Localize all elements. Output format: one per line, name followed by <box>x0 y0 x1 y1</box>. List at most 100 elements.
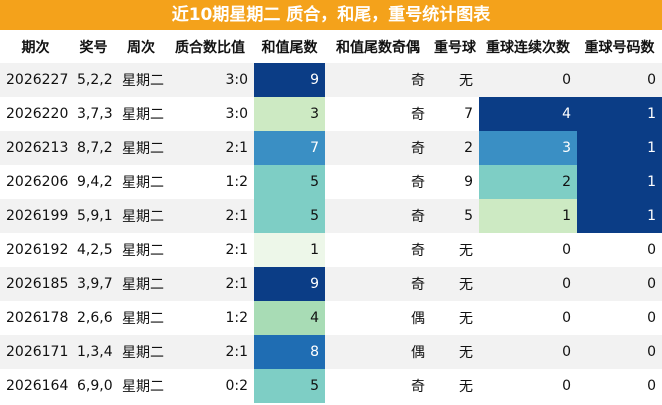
cell-tail: 1 <box>254 233 325 267</box>
cell-repeat: 无 <box>431 301 479 335</box>
cell-count: 1 <box>577 199 662 233</box>
cell-tail: 5 <box>254 199 325 233</box>
cell-consec: 0 <box>479 335 577 369</box>
cell-count: 0 <box>577 233 662 267</box>
cell-count: 1 <box>577 131 662 165</box>
cell-tail: 9 <box>254 267 325 301</box>
cell-parity: 奇 <box>325 165 431 199</box>
cell-weekday: 星期二 <box>116 199 166 233</box>
cell-parity: 奇 <box>325 97 431 131</box>
cell-period: 2026178 <box>0 301 71 335</box>
cell-consec: 0 <box>479 267 577 301</box>
table-row: 2026206 9,4,2 星期二 1:2 5 奇 9 2 1 <box>0 165 662 199</box>
cell-weekday: 星期二 <box>116 131 166 165</box>
cell-numbers: 1,3,4 <box>71 335 116 369</box>
cell-count: 0 <box>577 301 662 335</box>
cell-ratio: 2:1 <box>166 267 254 301</box>
cell-period: 2026192 <box>0 233 71 267</box>
cell-period: 2026213 <box>0 131 71 165</box>
cell-parity: 奇 <box>325 199 431 233</box>
table-row: 2026227 5,2,2 星期二 3:0 9 奇无 0 0 <box>0 63 662 97</box>
cell-ratio: 2:1 <box>166 233 254 267</box>
cell-numbers: 4,2,5 <box>71 233 116 267</box>
cell-consec: 3 <box>479 131 577 165</box>
header-row: 期次 奖号 周次 质合数比值 和值尾数 和值尾数奇偶 重号球 重球连续次数 重球… <box>0 30 662 63</box>
cell-numbers: 6,9,0 <box>71 369 116 403</box>
statistics-table: 期次 奖号 周次 质合数比值 和值尾数 和值尾数奇偶 重号球 重球连续次数 重球… <box>0 30 662 403</box>
cell-weekday: 星期二 <box>116 63 166 97</box>
cell-ratio: 3:0 <box>166 97 254 131</box>
header-repeat: 重号球 <box>431 30 479 63</box>
header-weekday: 周次 <box>116 30 166 63</box>
header-tail: 和值尾数 <box>254 30 325 63</box>
cell-period: 2026164 <box>0 369 71 403</box>
cell-numbers: 9,4,2 <box>71 165 116 199</box>
cell-ratio: 1:2 <box>166 165 254 199</box>
cell-ratio: 2:1 <box>166 131 254 165</box>
cell-repeat: 无 <box>431 267 479 301</box>
cell-numbers: 2,6,6 <box>71 301 116 335</box>
header-numbers: 奖号 <box>71 30 116 63</box>
cell-ratio: 1:2 <box>166 301 254 335</box>
cell-tail: 8 <box>254 335 325 369</box>
cell-period: 2026199 <box>0 199 71 233</box>
cell-parity: 奇 <box>325 63 431 97</box>
chart-title: 近10期星期二 质合，和尾，重号统计图表 <box>0 0 662 30</box>
cell-repeat: 无 <box>431 335 479 369</box>
cell-consec: 1 <box>479 199 577 233</box>
cell-numbers: 5,2,2 <box>71 63 116 97</box>
cell-count: 0 <box>577 63 662 97</box>
cell-period: 2026220 <box>0 97 71 131</box>
table-row: 2026213 8,7,2 星期二 2:1 7 奇 2 3 1 <box>0 131 662 165</box>
cell-ratio: 3:0 <box>166 63 254 97</box>
cell-consec: 0 <box>479 369 577 403</box>
cell-ratio: 2:1 <box>166 199 254 233</box>
cell-numbers: 3,9,7 <box>71 267 116 301</box>
cell-count: 0 <box>577 369 662 403</box>
header-period: 期次 <box>0 30 71 63</box>
cell-consec: 4 <box>479 97 577 131</box>
cell-weekday: 星期二 <box>116 369 166 403</box>
cell-tail: 7 <box>254 131 325 165</box>
cell-weekday: 星期二 <box>116 165 166 199</box>
cell-count: 1 <box>577 97 662 131</box>
cell-count: 0 <box>577 335 662 369</box>
header-ratio: 质合数比值 <box>166 30 254 63</box>
cell-ratio: 2:1 <box>166 335 254 369</box>
cell-repeat: 9 <box>431 165 479 199</box>
table-row: 2026171 1,3,4 星期二 2:1 8 偶无 0 0 <box>0 335 662 369</box>
table-row: 2026199 5,9,1 星期二 2:1 5 奇 5 1 1 <box>0 199 662 233</box>
cell-tail: 3 <box>254 97 325 131</box>
cell-consec: 0 <box>479 301 577 335</box>
cell-count: 0 <box>577 267 662 301</box>
cell-consec: 0 <box>479 63 577 97</box>
cell-parity: 偶 <box>325 301 431 335</box>
cell-parity: 奇 <box>325 369 431 403</box>
cell-numbers: 3,7,3 <box>71 97 116 131</box>
header-count: 重球号码数 <box>577 30 662 63</box>
cell-numbers: 8,7,2 <box>71 131 116 165</box>
header-parity: 和值尾数奇偶 <box>325 30 431 63</box>
cell-period: 2026171 <box>0 335 71 369</box>
cell-tail: 5 <box>254 369 325 403</box>
cell-tail: 9 <box>254 63 325 97</box>
cell-weekday: 星期二 <box>116 335 166 369</box>
cell-count: 1 <box>577 165 662 199</box>
cell-weekday: 星期二 <box>116 267 166 301</box>
cell-parity: 奇 <box>325 131 431 165</box>
cell-ratio: 0:2 <box>166 369 254 403</box>
cell-repeat: 5 <box>431 199 479 233</box>
cell-period: 2026227 <box>0 63 71 97</box>
cell-parity: 奇 <box>325 233 431 267</box>
cell-parity: 偶 <box>325 335 431 369</box>
table-body: 2026227 5,2,2 星期二 3:0 9 奇无 0 0 2026220 3,7,3 星期二 3:… <box>0 63 662 403</box>
cell-repeat: 无 <box>431 369 479 403</box>
cell-tail: 4 <box>254 301 325 335</box>
cell-weekday: 星期二 <box>116 233 166 267</box>
table-row: 2026178 2,6,6 星期二 1:2 4 偶无 0 0 <box>0 301 662 335</box>
table-row: 2026220 3,7,3 星期二 3:0 3 奇 7 4 1 <box>0 97 662 131</box>
header-consec: 重球连续次数 <box>479 30 577 63</box>
cell-consec: 2 <box>479 165 577 199</box>
cell-repeat: 无 <box>431 63 479 97</box>
cell-numbers: 5,9,1 <box>71 199 116 233</box>
